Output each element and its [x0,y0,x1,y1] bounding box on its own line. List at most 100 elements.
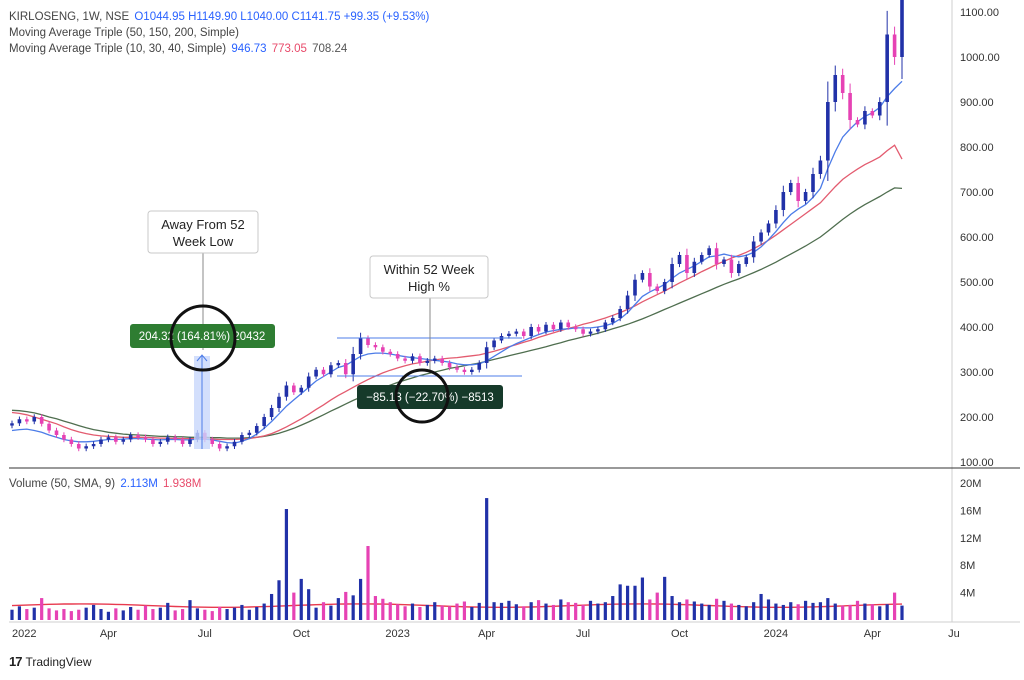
volume-bar [54,610,59,620]
candle-body [521,331,526,336]
time-axis: 2022 Apr Jul Oct 2023 Apr Jul Oct 2024 Apr Ju [12,628,960,640]
candle-body [826,102,830,161]
candle [455,364,459,373]
symbol-label[interactable]: KIRLOSENG, 1W, NSE [9,11,130,23]
candle-body [210,439,215,444]
volume-bar [529,602,533,620]
candle-body [47,423,51,431]
candle-body [151,439,155,444]
callout-away-from-low[interactable]: Away From 52 Week Low [147,210,259,350]
volume-bar [218,606,222,620]
candle [610,315,615,326]
volume-bar [603,602,607,620]
volume-bar [396,604,400,620]
candle-body [685,255,689,273]
candle [388,349,393,357]
volume-bar [581,604,585,620]
candle [151,436,155,447]
candle-body [759,232,763,242]
volume-bar [648,599,652,620]
volume-bar [878,606,882,620]
ma1-label[interactable]: Moving Average Triple (50, 150, 200, Sim… [9,27,239,39]
volume-bar [425,604,429,620]
volume-bar [826,598,830,620]
candle [559,319,563,332]
candle [410,353,415,364]
volume-bar [714,598,719,620]
candle [25,416,29,425]
ma2-label[interactable]: Moving Average Triple (10, 30, 40, Simpl… [9,43,227,55]
time-tick-label: 2024 [764,628,788,640]
volume-bar [492,602,496,620]
candle-body [766,223,771,233]
volume-bar [789,602,793,620]
candle [91,441,96,449]
candle-body [217,444,222,449]
candle [62,432,66,443]
candle-body [484,347,489,363]
candle [625,290,630,314]
candle [796,176,800,208]
candle-body [833,75,838,102]
measure-range-up[interactable] [194,354,210,449]
candle-body [581,329,585,334]
volume-bar [633,585,637,620]
candle-body [699,255,704,262]
volume-bar [173,610,177,620]
candle [180,436,185,447]
volume-bar [232,607,237,620]
volume-bar [752,602,756,620]
candle [536,324,541,335]
volume-bar [433,602,437,620]
callout-within-high[interactable]: Within 52 Week High % [369,255,489,370]
candle-body [588,331,593,334]
candle-body [188,439,192,444]
candle-body [514,331,519,334]
candle [143,434,148,443]
volume-bar [559,599,563,620]
candle [826,81,830,181]
candle-body [818,160,823,174]
price-tick-label: 500.00 [960,277,994,289]
candle-body [418,356,422,363]
candle-body [351,354,355,375]
candle-body [232,441,237,447]
candle-body [277,396,281,408]
candle-body [410,356,415,361]
ohlc-values: O1044.95 H1149.90 L1040.00 C1141.75 +99.… [134,11,430,23]
candle [106,434,111,443]
volume-bar [381,598,385,620]
price-tick-label: 300.00 [960,367,994,379]
candle-body [788,183,793,192]
volume-bar [848,604,852,620]
candle-body [455,367,459,370]
candle [232,439,237,449]
highlight-circle-1 [169,304,237,372]
volume-bar [62,609,66,620]
volume-bar [863,603,867,620]
volume-bar [307,589,311,620]
candle [484,341,489,369]
candle-body [284,385,289,397]
highlight-circle-2 [394,368,450,424]
ma2-value-slow: 708.24 [312,43,348,55]
volume-bar [403,606,407,620]
volume-label[interactable]: Volume (50, SMA, 9) [9,478,116,490]
candle [737,260,741,277]
candle-body [321,369,326,375]
footer-brand[interactable]: 17 TradingView [9,654,92,669]
candle-body [25,419,29,422]
measure-label-down: −85.13 (−22.70%) −8513 [357,385,503,409]
candle-body [566,322,571,327]
candle [10,420,14,429]
candle [477,360,482,373]
candle-body [403,358,407,361]
price-tick-label: 1100.00 [960,7,999,19]
candle [373,342,378,350]
volume-bar [151,609,155,620]
candles [10,0,904,452]
price-tick-label: 900.00 [960,97,994,109]
candle-body [106,437,111,440]
candle-body [536,327,541,332]
